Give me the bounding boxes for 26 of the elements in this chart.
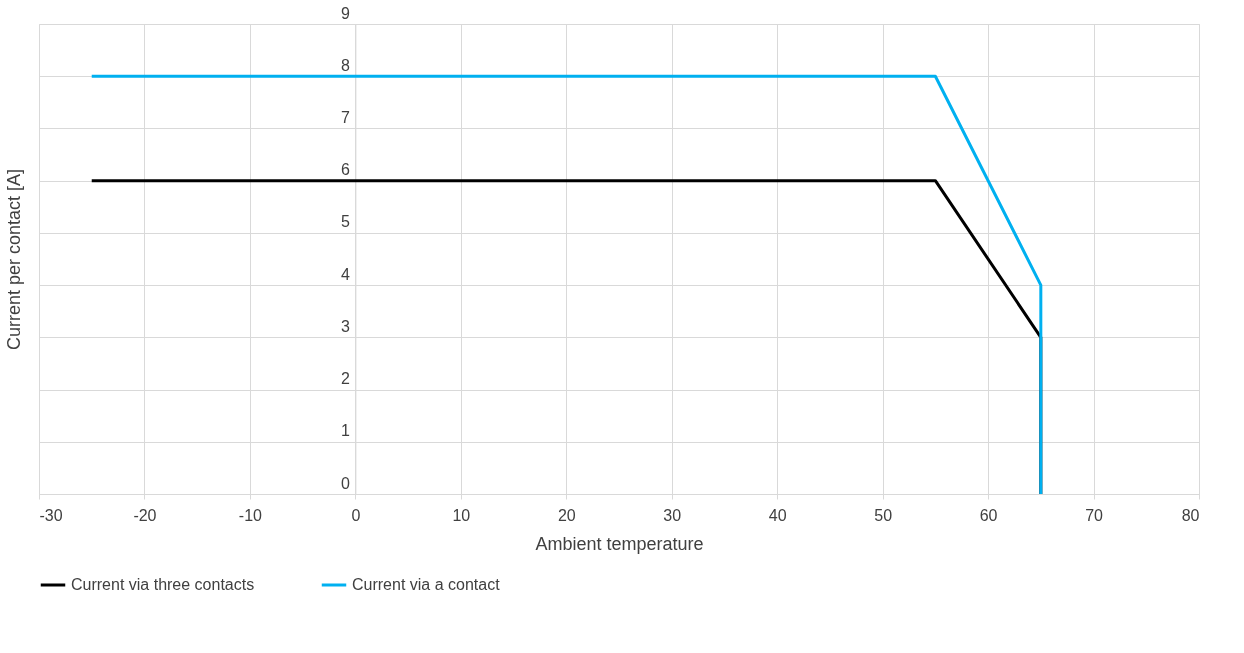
y-tick-label: 4	[340, 265, 350, 283]
x-axis-title: Ambient temperature	[535, 533, 704, 554]
x-tick-label: 70	[1085, 506, 1104, 524]
y-tick-label: 5	[340, 213, 350, 231]
y-tick-label: 3	[340, 317, 350, 335]
y-tick-label: 0	[340, 474, 350, 492]
y-tick-label: 2	[340, 370, 350, 388]
x-tick-label: -30	[39, 506, 63, 524]
y-tick-label: 7	[340, 108, 350, 126]
x-tick-label: 30	[663, 506, 682, 524]
x-tick-label: 40	[768, 506, 787, 524]
x-tick-label: 80	[1181, 506, 1200, 524]
y-tick-label: 9	[340, 4, 350, 22]
x-tick-label: 10	[452, 506, 471, 524]
y-tick-label: 1	[340, 422, 350, 440]
x-tick-label: -20	[133, 506, 157, 524]
x-tick-label: -10	[238, 506, 263, 524]
y-axis-title: Current per contact [A]	[3, 168, 24, 351]
legend-label: Current via a contact	[352, 576, 501, 593]
y-tick-label: 8	[340, 56, 350, 74]
x-tick-label: 60	[979, 506, 998, 524]
x-tick-label: 0	[351, 506, 361, 524]
legend-label: Current via three contacts	[71, 576, 255, 593]
x-tick-label: 50	[874, 506, 893, 524]
x-tick-label: 20	[557, 506, 576, 524]
y-tick-label: 6	[340, 161, 350, 179]
